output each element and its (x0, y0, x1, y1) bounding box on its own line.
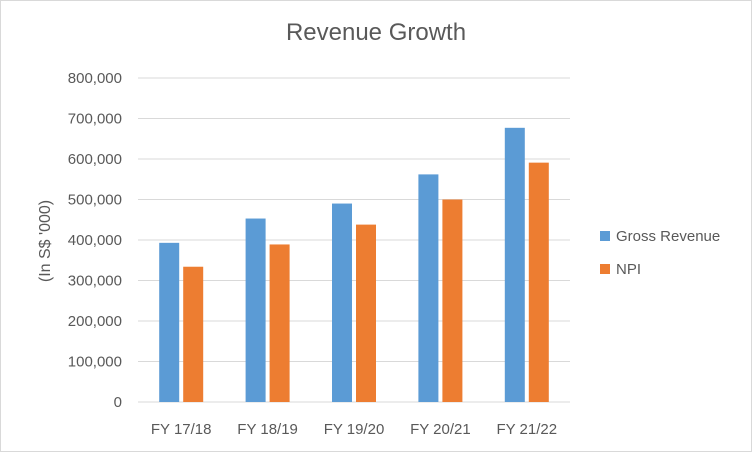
y-axis-title: (In S$ '000) (37, 200, 54, 282)
bar-npi (528, 162, 549, 402)
y-tick-label: 0 (114, 394, 122, 411)
y-tick-label: 700,000 (68, 111, 122, 128)
y-tick-label: 200,000 (68, 313, 122, 330)
bar-npi (356, 224, 376, 402)
bar-gross-revenue (504, 127, 525, 402)
bar-gross-revenue (159, 242, 180, 402)
bar-npi (183, 266, 204, 402)
legend: Gross Revenue NPI (600, 228, 720, 278)
bar-gross-revenue (245, 218, 266, 402)
x-tick-label: FY 20/21 (410, 421, 471, 438)
legend-label: Gross Revenue (616, 228, 720, 245)
x-tick-label: FY 19/20 (324, 421, 385, 438)
x-tick-label: FY 18/19 (237, 421, 298, 438)
y-tick-label: 300,000 (68, 273, 122, 290)
legend-swatch (600, 231, 610, 241)
x-tick-label: FY 21/22 (496, 421, 557, 438)
y-tick-label: 800,000 (68, 70, 122, 87)
y-tick-label: 600,000 (68, 151, 122, 168)
x-tick-label: FY 17/18 (151, 421, 212, 438)
y-tick-label: 500,000 (68, 192, 122, 209)
bar-npi (442, 199, 463, 402)
x-axis-ticks: FY 17/18 FY 18/19 FY 19/20 FY 20/21 FY 21/22 (151, 421, 557, 438)
chart-title: Revenue Growth (285, 19, 467, 46)
bar-gross-revenue (418, 174, 439, 402)
y-tick-label: 100,000 (68, 354, 122, 371)
y-axis-ticks: 0 100,000 200,000 300,000 400,000 500,000 600,… (68, 70, 122, 411)
bar-npi (269, 244, 290, 402)
legend-swatch (600, 264, 610, 274)
bar-gross-revenue (332, 203, 352, 402)
y-tick-label: 400,000 (68, 232, 122, 249)
gridlines (138, 77, 570, 403)
legend-label: NPI (616, 261, 641, 278)
bars (159, 127, 549, 402)
